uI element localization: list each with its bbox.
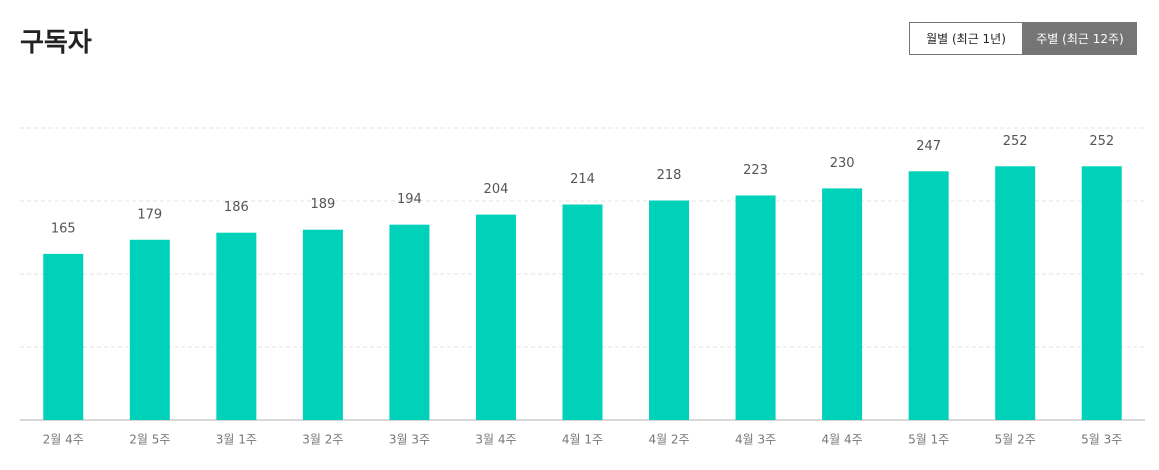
x-tick-label: 3월 2주: [302, 433, 343, 447]
bar: [735, 195, 776, 420]
value-label: 186: [224, 200, 249, 215]
bar: [475, 214, 516, 420]
x-tick-label: 5월 3주: [1081, 433, 1122, 447]
value-label: 252: [1003, 134, 1028, 149]
bar: [302, 229, 343, 420]
value-label: 214: [570, 172, 595, 187]
bar: [908, 171, 949, 420]
x-tick-label: 4월 3주: [735, 433, 776, 447]
x-tick-label: 4월 2주: [648, 433, 689, 447]
value-label: 247: [916, 139, 941, 154]
bar: [43, 253, 84, 420]
value-label: 179: [137, 207, 162, 222]
x-tick-label: 4월 1주: [562, 433, 603, 447]
x-tick-label: 3월 4주: [475, 433, 516, 447]
x-tick-label: 5월 2주: [995, 433, 1036, 447]
period-tab[interactable]: 주별 (최근 12주): [1023, 22, 1137, 55]
value-label: 189: [310, 197, 335, 212]
value-label: 230: [830, 156, 855, 171]
bar: [649, 200, 690, 420]
period-tab[interactable]: 월별 (최근 1년): [909, 22, 1023, 55]
value-label: 204: [484, 182, 509, 197]
bar: [216, 232, 257, 420]
x-tick-label: 5월 1주: [908, 433, 949, 447]
value-label: 165: [51, 221, 76, 236]
bar: [822, 188, 863, 420]
bar: [389, 224, 430, 420]
x-tick-label: 4월 4주: [822, 433, 863, 447]
x-tick-label: 3월 1주: [216, 433, 257, 447]
tab-group: 월별 (최근 1년) 주별 (최근 12주): [909, 22, 1137, 55]
x-tick-label: 2월 4주: [43, 433, 84, 447]
value-label: 223: [743, 163, 768, 178]
bar: [129, 239, 170, 420]
value-label: 218: [657, 168, 682, 183]
bar: [1081, 166, 1122, 420]
value-label: 252: [1089, 134, 1114, 149]
x-tick-label: 2월 5주: [129, 433, 170, 447]
value-label: 194: [397, 192, 422, 207]
x-tick-label: 3월 3주: [389, 433, 430, 447]
bar: [562, 204, 603, 420]
title: 구독자: [20, 28, 92, 58]
bar: [995, 166, 1036, 420]
